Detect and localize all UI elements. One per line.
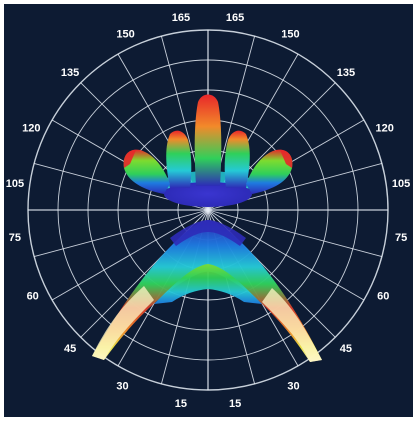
grid-spoke [207,209,383,258]
polar-intensity-chart: 165 150 135 120 105 75 60 45 30 15 165 150 135 120 105… [6,12,411,410]
angle-label-left-150: 150 [116,28,134,40]
angle-label-left-135: 135 [61,67,79,79]
angle-label-left-45: 45 [64,343,76,355]
lower-band-blue [170,220,246,246]
angle-label-left-30: 30 [116,380,128,392]
angle-tick-labels: 165 150 135 120 105 75 60 45 30 15 165 150 135 120 105… [6,12,411,410]
right-inner-lobe [224,130,250,188]
angle-label-right-60: 60 [377,291,389,303]
right-upper-edge-red [280,150,293,168]
grid-spoke [51,209,209,301]
grid-spoke [207,209,365,301]
angle-label-left-105: 105 [6,178,24,190]
angle-label-left-75: 75 [9,232,21,244]
angle-label-right-15: 15 [229,398,241,410]
intensity-distribution [92,94,322,362]
angle-label-right-75: 75 [395,232,407,244]
right-outer-lobe [246,149,293,194]
center-spike [194,94,222,186]
angle-label-left-165: 165 [172,12,190,24]
left-inner-lobe [166,130,192,188]
left-outer-lobe [123,149,170,194]
lower-wing-left-highlight [92,286,154,360]
angle-label-right-30: 30 [287,380,299,392]
angle-label-left-60: 60 [27,291,39,303]
angle-label-right-135: 135 [337,67,355,79]
left-upper-edge-red [123,150,136,168]
angle-label-left-120: 120 [22,123,40,135]
grid-spoke [33,209,209,258]
angle-label-right-105: 105 [392,178,410,190]
lower-wing-right-highlight [262,288,322,362]
angle-label-right-150: 150 [281,28,299,40]
polar-grid [27,29,389,391]
angle-label-right-120: 120 [376,123,394,135]
plot-area: 165 150 135 120 105 75 60 45 30 15 165 150 135 120 105… [4,4,413,417]
angle-label-left-15: 15 [175,398,187,410]
angle-label-right-45: 45 [340,343,352,355]
angle-label-right-165: 165 [226,12,244,24]
lower-distribution-wings [92,220,322,362]
lower-inner-tent [154,264,262,304]
